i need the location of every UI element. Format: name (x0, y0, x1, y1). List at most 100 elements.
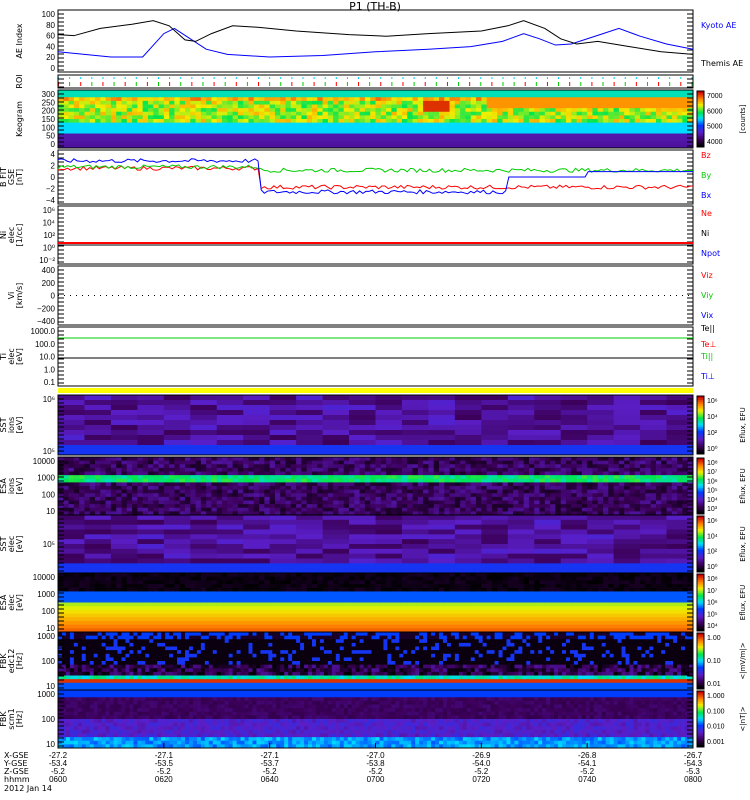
spectrogram-cell (333, 507, 339, 512)
spectrogram-cell (227, 467, 234, 472)
spectrogram-cell (603, 104, 609, 109)
spectrogram-cell (110, 415, 138, 421)
spectrogram-cell (179, 100, 186, 105)
spectrogram-cell (640, 534, 668, 540)
roi-mark (180, 82, 182, 86)
spectrogram-cell (618, 467, 625, 472)
spectrogram-cell (560, 544, 588, 550)
spectrogram-cell (592, 119, 599, 124)
spectrogram-cell (507, 478, 514, 483)
spectrogram-cell (116, 111, 122, 116)
spectrogram-cell (401, 568, 429, 574)
spectrogram-cell (671, 129, 678, 134)
spectrogram-cell (343, 108, 350, 113)
spectrogram-cell (349, 126, 355, 131)
spectrogram-cell (560, 553, 588, 559)
spectrogram-cell (640, 430, 668, 436)
spectrogram-cell (132, 115, 138, 120)
spectrogram-cell (126, 137, 133, 142)
spectrogram-cell (89, 478, 96, 483)
spectrogram-cell (269, 493, 276, 498)
spectrogram-cell (507, 440, 535, 446)
spectrogram-cell (158, 90, 165, 95)
spectrogram-cell (417, 111, 424, 116)
spectrogram-cell (158, 500, 165, 505)
spectrogram-cell (137, 126, 144, 131)
spectrogram-cell (491, 97, 498, 102)
spectrogram-cell (513, 140, 519, 145)
spectrogram-cell (571, 115, 578, 120)
spectrogram-cell (454, 111, 461, 116)
spectrogram-cell (237, 97, 244, 102)
spectrogram-cell (407, 115, 414, 120)
spectrogram-cell (624, 108, 630, 113)
spectrogram-cell (179, 482, 186, 487)
spectrogram-cell (571, 500, 578, 505)
spectrogram-cell (349, 539, 376, 545)
spectrogram-cell (100, 104, 107, 109)
spectrogram-cell (100, 457, 107, 462)
spectrogram-cell (269, 486, 276, 491)
spectrogram-cell (174, 464, 181, 469)
spectrogram-cell (513, 100, 519, 105)
spectrogram-cell (58, 500, 64, 505)
spectrogram-cell (100, 460, 107, 465)
spectrogram-cell (454, 115, 461, 120)
spectrogram-cell (571, 507, 578, 512)
spectrogram-cell (687, 119, 694, 124)
spectrogram-cell (68, 489, 75, 494)
spectrogram-cell (349, 475, 355, 480)
spectrogram-cell (364, 504, 371, 509)
spectrogram-cell (423, 100, 429, 105)
spectrogram-cell (481, 511, 488, 516)
spectrogram-cell (137, 464, 144, 469)
spectrogram-cell (682, 122, 689, 127)
spectrogram-cell (333, 133, 339, 138)
spectrogram-cell (216, 539, 244, 545)
spectrogram-cell (624, 129, 630, 134)
spectrogram-cell (264, 144, 271, 149)
spectrogram-cell (179, 144, 186, 149)
spectrogram-cell (290, 478, 297, 483)
spectrogram-cell (486, 111, 493, 116)
spectrogram-cell (634, 478, 641, 483)
spectrogram-cell (322, 133, 329, 138)
spectrogram-cell (560, 126, 567, 131)
spectrogram-cell (327, 504, 334, 509)
spectrogram-cell (163, 467, 170, 472)
spectrogram-cell (555, 507, 562, 512)
spectrogram-cell (518, 489, 525, 494)
spectrogram-cell (63, 471, 70, 476)
spectrogram-cell (417, 97, 424, 102)
spectrogram-cell (312, 108, 318, 113)
colorbar-cell (697, 450, 704, 453)
spectrogram-cell (237, 467, 244, 472)
spectrogram-cell (454, 544, 482, 550)
spectrogram-cell (79, 504, 85, 509)
spectrogram-cell (327, 493, 334, 498)
spectrogram-cell (73, 489, 80, 494)
spectrogram-cell (592, 111, 599, 116)
spectrogram-cell (417, 144, 424, 149)
spectrogram-cell (343, 137, 350, 142)
spectrogram-cell (618, 460, 625, 465)
spectrogram-cell (486, 482, 493, 487)
spectrogram-cell (232, 500, 239, 505)
spectrogram-cell (147, 457, 154, 462)
spectrogram-cell (502, 475, 509, 480)
spectrogram-cell (433, 108, 440, 113)
spectrogram-cell (190, 140, 197, 145)
spectrogram-cell (216, 133, 223, 138)
spectrogram-cell (79, 493, 85, 498)
spectrogram-cell (68, 108, 75, 113)
spectrogram-cell (322, 493, 329, 498)
spectrogram-cell (671, 467, 678, 472)
spectrogram-cell (343, 140, 350, 145)
spectrogram-cell (312, 504, 318, 509)
spectrogram-cell (280, 478, 287, 483)
spectrogram-cell (423, 464, 429, 469)
spectrogram-cell (592, 90, 599, 95)
spectrogram-cell (640, 493, 646, 498)
spectrogram-cell (216, 563, 244, 569)
spectrogram-cell (454, 534, 482, 540)
